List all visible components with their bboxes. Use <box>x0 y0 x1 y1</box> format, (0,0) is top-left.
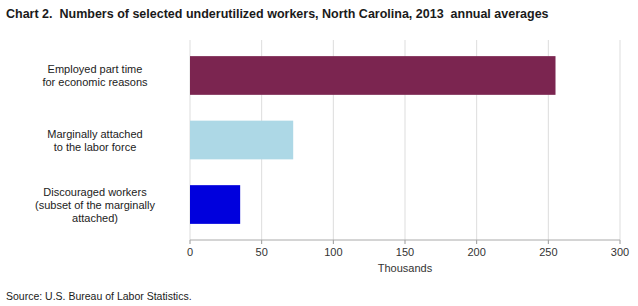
x-tick <box>405 240 406 244</box>
x-tick <box>190 240 191 244</box>
x-tick <box>476 240 477 244</box>
bar <box>190 56 556 95</box>
x-tick-label: 200 <box>467 246 485 258</box>
category-label: Marginally attachedto the labor force <box>47 128 142 153</box>
source-note: Source: U.S. Bureau of Labor Statistics. <box>6 290 192 302</box>
x-tick-label: 0 <box>187 246 193 258</box>
grid <box>190 40 620 240</box>
title: Chart 2. Numbers of selected underutiliz… <box>6 7 549 21</box>
x-tick-label: 300 <box>611 246 629 258</box>
x-tick <box>333 240 334 244</box>
category-label: Employed part timefor economic reasons <box>42 63 148 88</box>
x-tick-label: 150 <box>396 246 414 258</box>
category-label: Discouraged workers(subset of the margin… <box>35 186 155 224</box>
x-tick <box>620 240 621 244</box>
x-axis-line <box>190 240 620 241</box>
x-tick-label: 50 <box>256 246 268 258</box>
bar <box>190 185 240 224</box>
bars <box>190 56 556 224</box>
x-tick <box>548 240 549 244</box>
x-tick-label: 250 <box>539 246 557 258</box>
chart: Chart 2. Numbers of selected underutiliz… <box>0 0 638 306</box>
x-axis-label: Thousands <box>378 262 433 274</box>
x-tick <box>261 240 262 244</box>
grid-line <box>620 40 621 240</box>
bar <box>190 121 293 160</box>
x-tick-label: 100 <box>324 246 342 258</box>
